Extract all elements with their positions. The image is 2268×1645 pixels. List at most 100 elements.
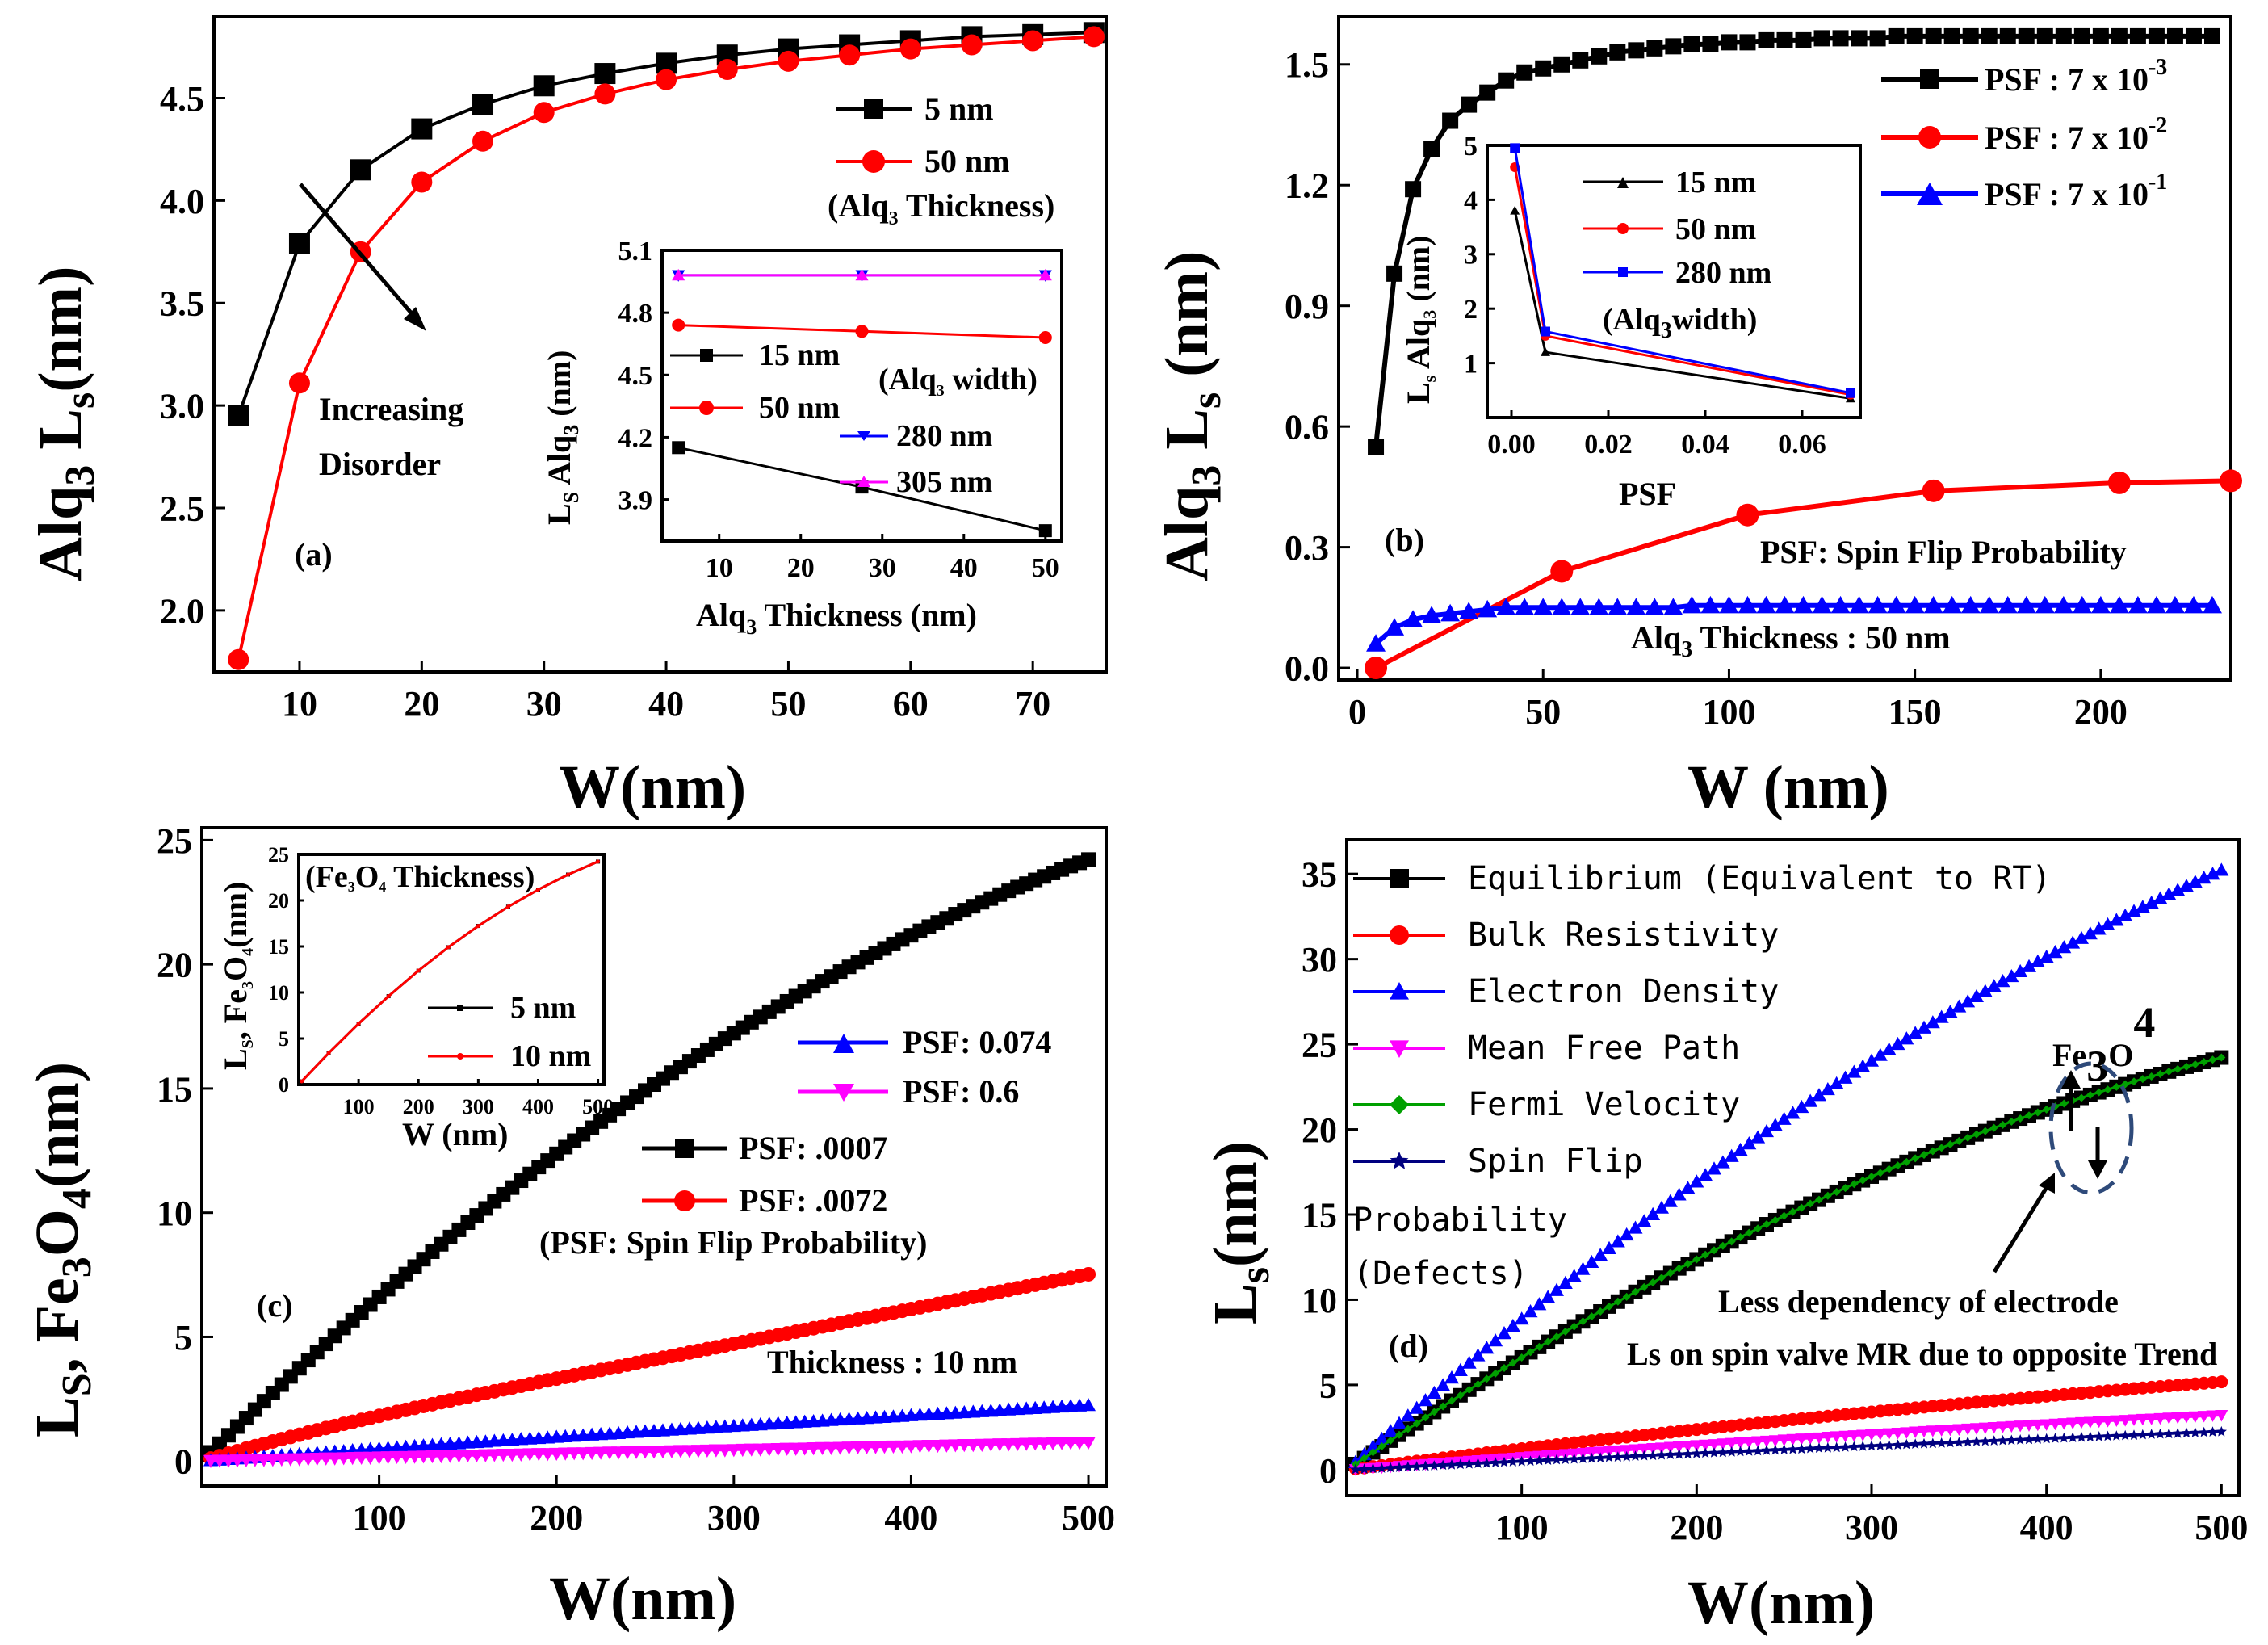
panel-b-series-2-point [2035, 595, 2055, 614]
inset-a-legend-marker-15 [700, 349, 713, 362]
panel-d-series-2-point [1400, 1408, 1415, 1422]
panel-d-series-5-point [1726, 1446, 1738, 1457]
panel-d-series-5-point [1402, 1461, 1414, 1472]
panel-b-series-2-point [1440, 603, 1461, 622]
panel-b: 0 50 100 150 200 0.0 0.3 0.6 0.9 1.2 1.5 W (nm) Al… [1153, 15, 2242, 821]
panel-d-series-4-point [1859, 1176, 1868, 1185]
panel-d-series-5-point [2216, 1425, 2227, 1437]
panel-d-series-4-point [1893, 1161, 1902, 1170]
panel-d-series-4-point [1823, 1191, 1832, 1200]
panel-d-series-3-point [2144, 1413, 2158, 1425]
panel-d-y-label: Ls(nm) [1201, 1141, 1278, 1324]
panel-b-x-label: W (nm) [1687, 753, 1889, 821]
inset-c-x-label: W (nm) [402, 1116, 508, 1152]
panel-d-series-3-point [2136, 1413, 2149, 1426]
panel-a-series-1-point [778, 50, 799, 72]
legend-d-marker-4 [1390, 1095, 1409, 1114]
panel-d-series-2-point [2170, 883, 2186, 896]
panel-b-series-0-point [1683, 36, 1700, 52]
panel-d-x-tick-label: 100 [1495, 1508, 1549, 1547]
panel-d-series-1-point [2215, 1375, 2228, 1389]
legend-a-marker-50nm [862, 150, 885, 173]
panel-c-series-2-point [1081, 1398, 1096, 1412]
panel-b-y-tick-label: 1.5 [1285, 45, 1329, 85]
panel-d-series-4-point [2033, 1108, 2042, 1117]
panel-d-series-2-point [1680, 1181, 1696, 1194]
panel-d-series-2-point [1453, 1362, 1468, 1376]
panel-d-series-4-point [1508, 1358, 1517, 1367]
panel-d-series-4-point [1596, 1307, 1605, 1316]
panel-b-y-tick-label: 0.6 [1285, 408, 1329, 447]
panel-d-series-4-point [1474, 1380, 1482, 1389]
panel-a-series-1-point [961, 34, 983, 56]
panel-d-series-5-point [1918, 1437, 1930, 1449]
panel-a-y-tick-label: 4.0 [160, 182, 204, 221]
panel-a-series-1-point [288, 372, 310, 394]
panel-b-series-0-point [1943, 27, 1960, 44]
panel-d-series-3-point [1891, 1427, 1905, 1440]
panel-a-series-0-point [533, 75, 555, 97]
panel-a-series-0-point [411, 118, 433, 140]
panel-d-series-3-point [2023, 1420, 2035, 1432]
inset-c-legend-note: (Fe3O4 Thickness) [305, 860, 535, 895]
panel-a-label: (a) [295, 536, 333, 573]
panel-b-legend: PSF : 7 x 10-3 PSF : 7 x 10-2 PSF : 7 x … [1881, 55, 2167, 212]
panel-b-series-2-point [2128, 595, 2148, 614]
panel-a-series-1-point [228, 648, 249, 670]
panel-d-series-4-point [1412, 1419, 1421, 1428]
panel-d-series-4-point [1972, 1130, 1981, 1139]
legend-d-marker-0 [1390, 869, 1409, 888]
panel-d-series-4-point [1658, 1274, 1666, 1282]
inset-c-y-tick-label: 10 [268, 981, 289, 1005]
panel-c-y-tick-label: 15 [157, 1069, 192, 1109]
panel-b-series-0-point [1795, 31, 1812, 48]
panel-a-y-tick-label: 2.5 [160, 489, 204, 528]
panel-d-series-5-point [1472, 1458, 1484, 1468]
panel-d-series-2-point [1986, 979, 2002, 992]
panel-d-series-4-point [2147, 1072, 2156, 1081]
panel-d-series-5-point [1394, 1462, 1405, 1472]
panel-d-series-2-point [1645, 1206, 1661, 1220]
panel-d-series-5-point [1446, 1459, 1457, 1470]
panel-d-series-3-point [2197, 1411, 2211, 1423]
panel-d-series-5-point [1796, 1443, 1807, 1454]
panel-d-series-5-point [1638, 1450, 1650, 1461]
inset-c-x-tick-label: 200 [403, 1095, 434, 1118]
panel-b-series-2-point [2146, 595, 2166, 614]
panel-c-annotation-2: Thickness : 10 nm [767, 1344, 1017, 1380]
panel-b-series-2-point [2016, 595, 2036, 614]
panel-b-series-0-point [2073, 27, 2090, 44]
panel-c-label: (c) [257, 1287, 292, 1324]
inset-a-legend-label-50: 50 nm [759, 391, 840, 425]
panel-d-series-5-point [1665, 1449, 1676, 1459]
panel-d-series-2-point [1969, 988, 1984, 1003]
panel-d-series-3-point [1777, 1434, 1791, 1446]
panel-d-series-2-point [2082, 926, 2098, 940]
panel-a-y-tick-label: 4.5 [160, 79, 204, 119]
panel-d-series-5-point [2006, 1434, 2017, 1446]
panel-c-x-tick-label: 200 [530, 1498, 583, 1538]
panel-b-series-1-point [1550, 560, 1574, 583]
panel-b-series-0-point [1479, 84, 1496, 101]
panel-d-series-3-point [2031, 1419, 2044, 1432]
panel-b-series-0-point [2148, 27, 2165, 44]
inset-c-series-1-point [386, 994, 391, 999]
panel-d-series-3-point [1637, 1443, 1651, 1456]
panel-d-series-4-point [2007, 1117, 2016, 1126]
inset-a-x-tick-label: 40 [950, 553, 978, 583]
panel-b-series-1-point [1736, 503, 1759, 527]
panel-d-series-2-point [2161, 887, 2177, 900]
panel-d-series-4-point [1578, 1317, 1587, 1326]
panel-d-series-2-point [1855, 1059, 1871, 1072]
panel-d-series-2-point [1654, 1200, 1669, 1214]
panel-d-series-3-point [2005, 1420, 2019, 1433]
panel-b-series-2-point [2053, 595, 2073, 614]
panel-d-series-2-point [1409, 1400, 1424, 1414]
panel-b-series-2-point [1942, 595, 1962, 614]
panel-d-series-2-point [2039, 949, 2054, 963]
panel-d-series-4-point [1850, 1180, 1859, 1189]
panel-d-series-3-point [1838, 1430, 1852, 1443]
panel-d-series-4-point [1763, 1220, 1771, 1229]
panel-b-series-2-point [1775, 595, 1795, 614]
panel-d-series-5-point [1595, 1452, 1606, 1463]
